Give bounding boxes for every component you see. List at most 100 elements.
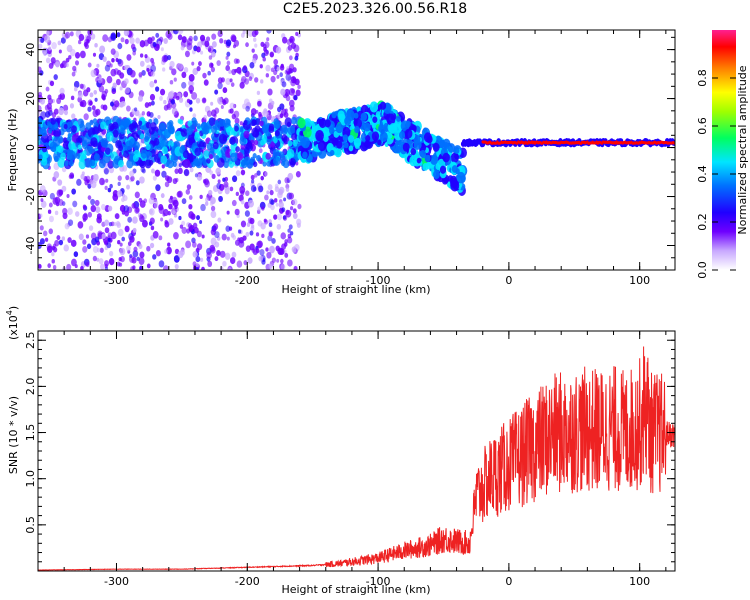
spectrogram-cell <box>243 65 247 71</box>
spectrogram-cell <box>104 185 108 190</box>
spectrogram-cell <box>48 202 53 208</box>
spectrogram-cell <box>372 116 378 124</box>
spectrogram-cell <box>75 153 81 159</box>
spectrogram-cell <box>210 66 216 73</box>
spectrogram-cell <box>130 175 135 182</box>
spectrogram-cell <box>266 30 272 34</box>
spectrogram-cell <box>432 142 440 152</box>
spectrogram-cell <box>276 213 283 221</box>
spectrogram-cell <box>423 127 428 133</box>
spectrogram-cell <box>41 145 48 153</box>
spectrogram-cell <box>124 225 130 233</box>
spectrogram-cell <box>113 100 120 108</box>
spectrogram-cell <box>195 256 201 263</box>
spectrogram-cell <box>85 122 92 130</box>
spectrogram-cell <box>284 252 289 258</box>
spectrogram-cell <box>126 245 131 252</box>
spectrogram-cell <box>90 198 96 206</box>
spectrogram-cell <box>174 205 178 210</box>
spectrogram-cell <box>253 37 257 42</box>
spectrogram-cell <box>157 114 161 120</box>
spectrogram-cell <box>396 115 401 122</box>
spectrogram-cell <box>167 242 171 247</box>
spectrogram-cell <box>40 37 45 43</box>
spectrogram-cell <box>229 102 235 110</box>
spectrogram-cell <box>59 87 65 95</box>
spectrogram-cell <box>226 60 231 66</box>
spectrogram-cell <box>256 170 261 176</box>
spectrogram-cell <box>93 153 100 162</box>
spectrogram-cell <box>118 159 124 168</box>
spectrogram-cell <box>297 84 301 90</box>
spectrogram-cell <box>265 64 271 72</box>
spectrogram-cell <box>68 174 73 180</box>
spectrogram-cell <box>354 125 360 134</box>
spectrogram-cell <box>145 121 152 129</box>
spectrogram-cell <box>119 247 126 256</box>
spectrogram-cell <box>211 173 216 180</box>
spectrogram-cell <box>96 213 102 220</box>
spectrogram-cell <box>161 164 165 169</box>
spectrogram-cell <box>53 171 60 179</box>
spectrogram-cell <box>81 141 88 150</box>
spectrogram-cell <box>194 147 201 157</box>
spectrogram-cell <box>240 220 247 228</box>
spectrogram-cell <box>279 151 285 159</box>
spectrogram-cell <box>231 175 238 183</box>
spectrogram-cell <box>287 125 296 136</box>
spectrogram-cell <box>225 65 231 72</box>
spectrogram-cell <box>172 210 176 215</box>
spectrogram-cell <box>288 224 293 230</box>
spectrogram-cell <box>275 202 279 207</box>
spectrogram-cell <box>456 171 466 184</box>
spectrogram-cell <box>99 247 104 253</box>
spectrogram-cell <box>132 154 139 162</box>
spectrogram-cell <box>365 135 371 142</box>
spectrogram-cell <box>238 194 244 202</box>
spectrogram-cell <box>184 50 190 58</box>
spectrogram-cell <box>250 156 256 163</box>
spectrogram-cell <box>52 265 57 270</box>
spectrogram-cell <box>120 37 125 43</box>
spectrogram-cell <box>96 247 101 253</box>
spectrogram-cell <box>297 117 306 129</box>
spectrogram-cell <box>199 220 203 224</box>
spectrogram-cell <box>121 197 125 203</box>
spectrogram-cell <box>387 133 393 139</box>
spectrogram-cell <box>134 145 139 152</box>
x-tick-label: -100 <box>366 575 391 588</box>
spectrogram-cell <box>115 220 121 227</box>
spectrogram-cell <box>70 239 77 248</box>
spectrogram-cell <box>106 242 112 249</box>
spectrogram-cell <box>181 226 187 234</box>
spectrogram-cell <box>83 113 89 121</box>
spectrogram-cell <box>140 149 148 159</box>
spectrogram-cell <box>149 80 155 88</box>
spectrogram-cell <box>183 91 189 98</box>
spectrogram-cell <box>222 99 227 106</box>
spectrogram-cell <box>57 157 66 168</box>
spectrogram-cell <box>116 69 122 76</box>
spectrogram-cell <box>454 146 460 154</box>
spectrogram-cell <box>61 236 66 241</box>
spectrogram-cell <box>283 197 287 202</box>
spectrogram-cell <box>293 95 298 101</box>
spectrogram-cell <box>51 42 57 50</box>
spectrogram-cell <box>225 225 231 232</box>
spectrogram-cell <box>188 133 196 144</box>
spectrogram-cell <box>58 189 64 196</box>
spectrogram-cell <box>135 180 140 186</box>
spectrogram-cell <box>262 56 266 62</box>
spectrogram-cell <box>229 78 233 83</box>
spectrogram-cell <box>223 181 229 188</box>
spectrogram-cell <box>353 117 362 129</box>
spectrogram-cell <box>285 209 290 216</box>
spectrogram-cell <box>155 184 161 192</box>
spectrogram-cell <box>40 200 47 208</box>
spectrogram-cell <box>279 64 285 71</box>
spectrogram-cell <box>144 54 148 59</box>
spectrogram-cell <box>47 209 52 214</box>
spectrogram-cell <box>42 230 48 237</box>
spectrogram-cell <box>255 248 260 254</box>
